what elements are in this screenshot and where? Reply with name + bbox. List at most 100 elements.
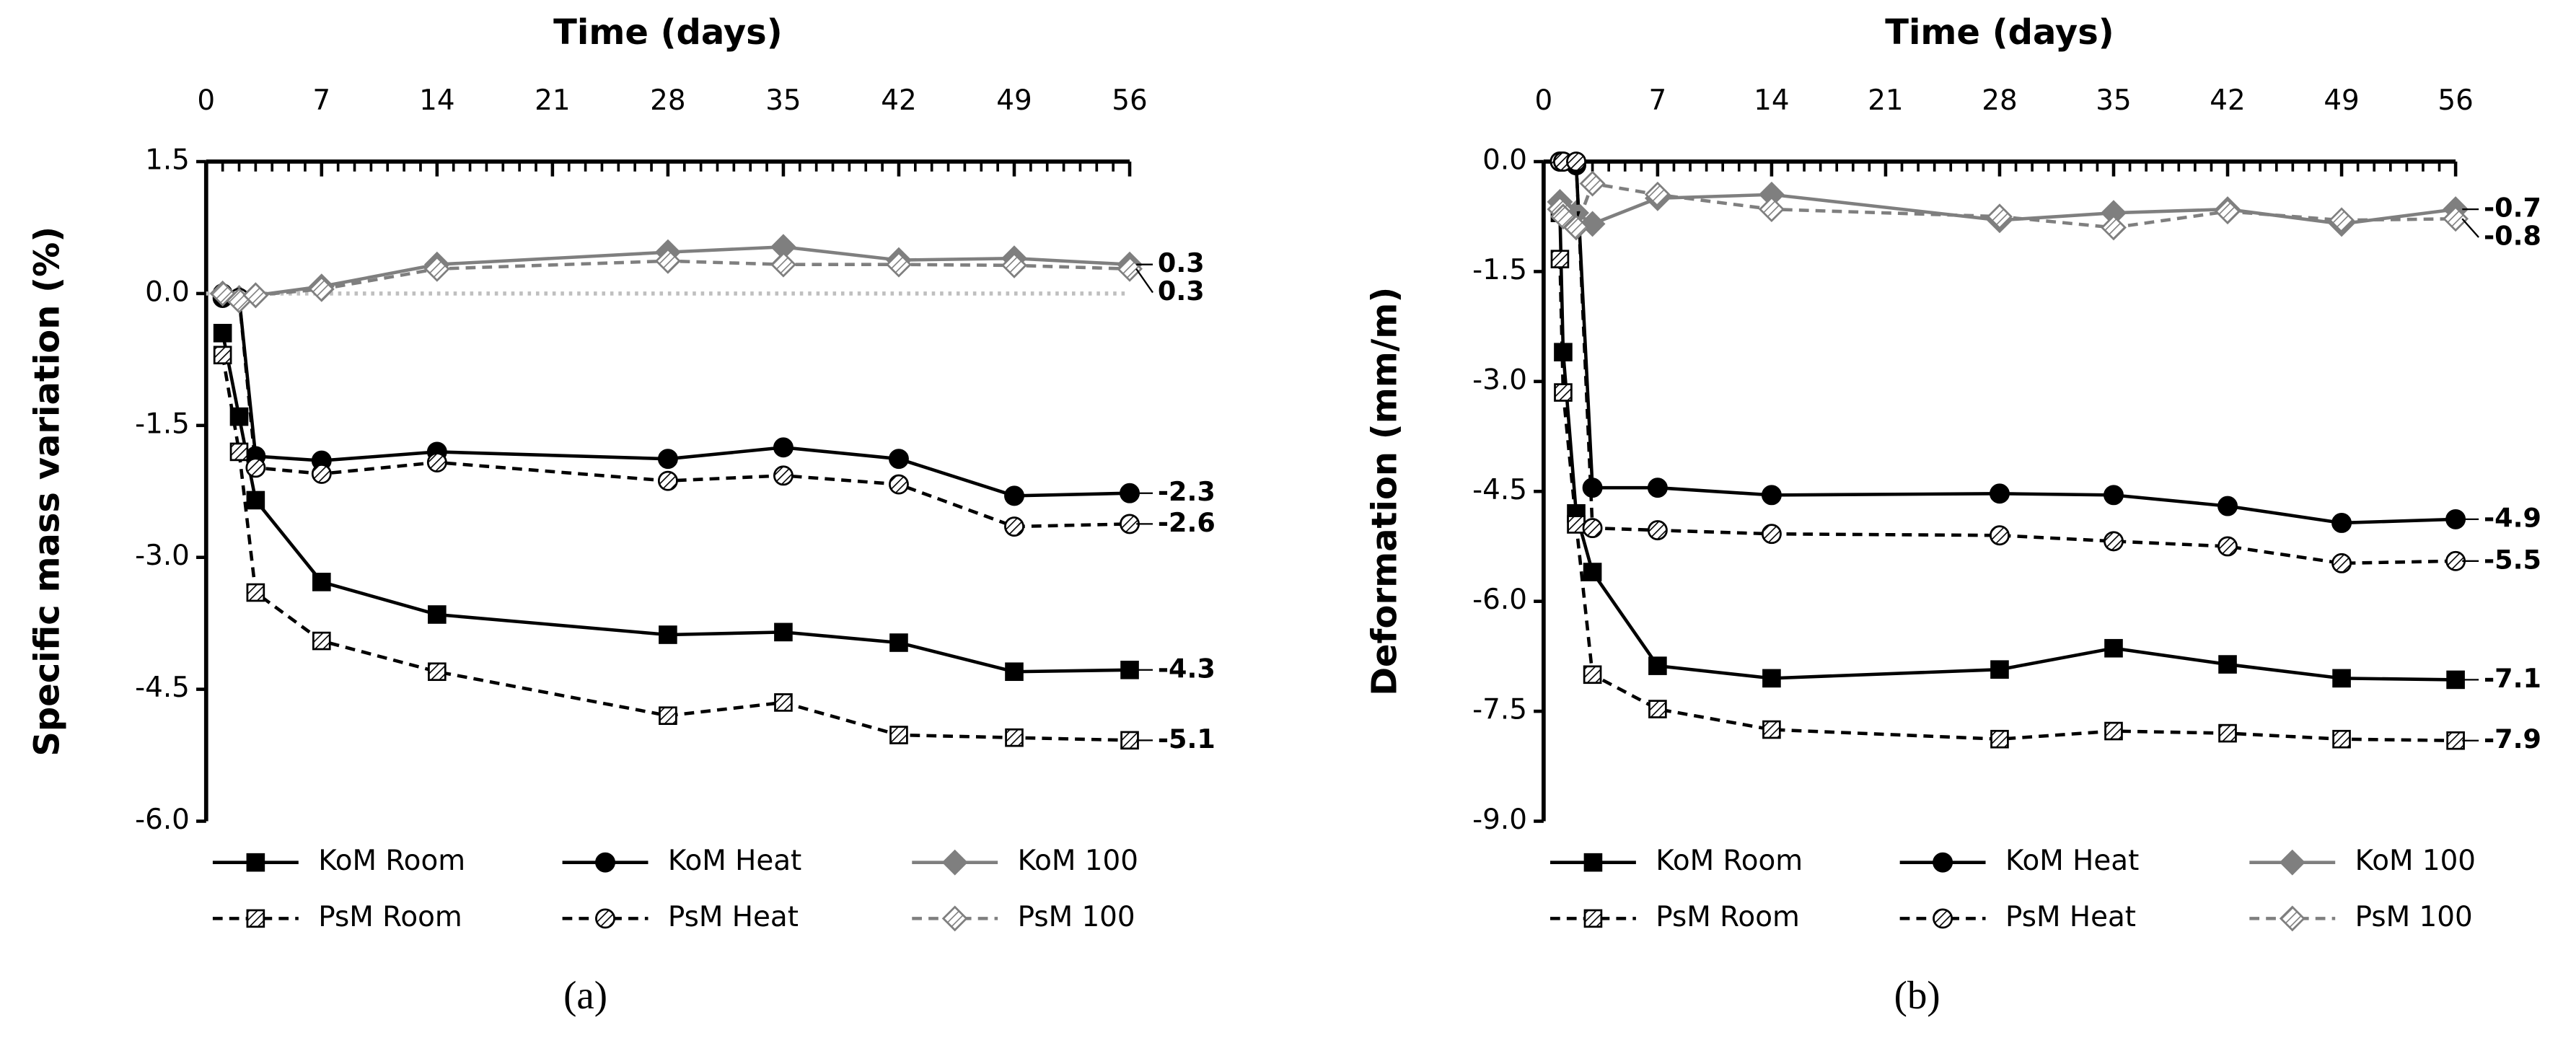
y-tick-label: -3.0 (135, 540, 190, 572)
marker (1566, 151, 1586, 172)
marker (1554, 383, 1573, 402)
marker (889, 449, 909, 470)
marker (2445, 550, 2466, 571)
marker (428, 605, 447, 624)
marker (2443, 206, 2469, 232)
caption: (a) (563, 973, 607, 1017)
marker (1761, 485, 1782, 506)
legend-label: PsM Room (1656, 901, 1800, 933)
x-tick-label: 35 (765, 84, 801, 117)
marker (428, 662, 447, 682)
legend-label: PsM 100 (2355, 901, 2473, 933)
x-tick-label: 56 (2437, 84, 2473, 117)
y-tick-label: -3.0 (1472, 364, 1527, 396)
label-leader (1135, 268, 1153, 294)
marker (2446, 731, 2465, 750)
marker (773, 437, 794, 458)
marker (595, 908, 615, 929)
marker (774, 693, 793, 712)
marker (1579, 170, 1606, 197)
series-line (221, 333, 1130, 674)
x-axis-title: Time (days) (553, 12, 782, 53)
legend-label: KoM Heat (2005, 845, 2139, 877)
marker (1647, 520, 1668, 541)
y-tick-label: 0.0 (145, 276, 190, 308)
marker (2332, 669, 2351, 688)
marker (423, 255, 450, 282)
marker (889, 474, 909, 495)
x-tick-label: 14 (1754, 84, 1789, 117)
marker (1648, 700, 1667, 718)
legend-label: KoM Room (318, 845, 465, 877)
label-leader (2461, 218, 2479, 238)
series-line (221, 259, 1130, 303)
marker (889, 633, 908, 652)
marker (1550, 250, 1570, 268)
marker (2218, 655, 2237, 674)
marker (2279, 849, 2305, 876)
series-line (221, 354, 1130, 742)
legend-label: KoM 100 (2355, 845, 2476, 877)
data-label: -7.1 (2484, 663, 2541, 694)
x-tick-label: 56 (1112, 84, 1147, 117)
x-tick-label: 14 (419, 84, 454, 117)
y-tick-label: 0.0 (1482, 144, 1527, 177)
marker (773, 465, 794, 486)
data-label: -5.5 (2484, 544, 2541, 575)
marker (308, 276, 335, 302)
data-label: 0.3 (1158, 247, 1205, 278)
y-tick-label: -4.5 (1472, 474, 1527, 506)
marker (1001, 252, 1027, 278)
marker (213, 346, 232, 365)
marker (213, 324, 232, 343)
marker (1582, 518, 1603, 539)
marker (311, 463, 332, 484)
marker (2445, 509, 2466, 529)
legend-label: PsM 100 (1018, 901, 1135, 933)
marker (1005, 662, 1024, 682)
marker (1583, 853, 1603, 872)
marker (2331, 553, 2352, 573)
x-tick-label: 7 (312, 84, 330, 117)
marker (2329, 207, 2355, 234)
marker (1990, 660, 2009, 679)
data-label: -0.8 (2484, 220, 2541, 251)
marker (1761, 524, 1782, 545)
legend-label: KoM 100 (1018, 845, 1138, 877)
x-tick-label: 0 (197, 84, 215, 117)
marker (312, 573, 331, 591)
x-tick-label: 42 (2210, 84, 2245, 117)
marker (1648, 656, 1667, 675)
marker (2104, 485, 2124, 506)
marker (1563, 214, 1589, 241)
marker (1933, 908, 1953, 929)
marker (1762, 720, 1781, 739)
data-label: -5.1 (1158, 723, 1216, 754)
marker (246, 490, 265, 510)
x-axis-title: Time (days) (1885, 12, 2114, 53)
marker (1120, 660, 1139, 679)
chart-panel: -6.0 -4.5 -3.0 -1.5 0.0 1.50 7 14 21 28 35 42 49 56 Ti… (27, 12, 1216, 1017)
x-tick-label: 21 (535, 84, 570, 117)
series-line (222, 291, 1130, 529)
marker (2215, 198, 2241, 225)
marker (659, 625, 677, 644)
marker (1762, 669, 1781, 688)
legend-label: KoM Room (1656, 845, 1803, 877)
marker (1004, 516, 1024, 537)
x-tick-label: 0 (1534, 84, 1552, 117)
marker (886, 251, 912, 278)
y-tick-label: -9.0 (1472, 804, 1527, 836)
y-tick-label: -6.0 (135, 804, 190, 836)
marker (1644, 181, 1671, 208)
marker (1583, 665, 1602, 685)
data-label: 0.3 (1158, 276, 1205, 307)
marker (2218, 723, 2237, 743)
legend-label: PsM Heat (2005, 901, 2136, 933)
y-tick-label: -7.5 (1472, 694, 1527, 726)
x-tick-label: 28 (650, 84, 685, 117)
marker (941, 905, 968, 932)
legend-label: PsM Heat (668, 901, 799, 933)
marker (246, 909, 265, 928)
marker (774, 622, 793, 642)
